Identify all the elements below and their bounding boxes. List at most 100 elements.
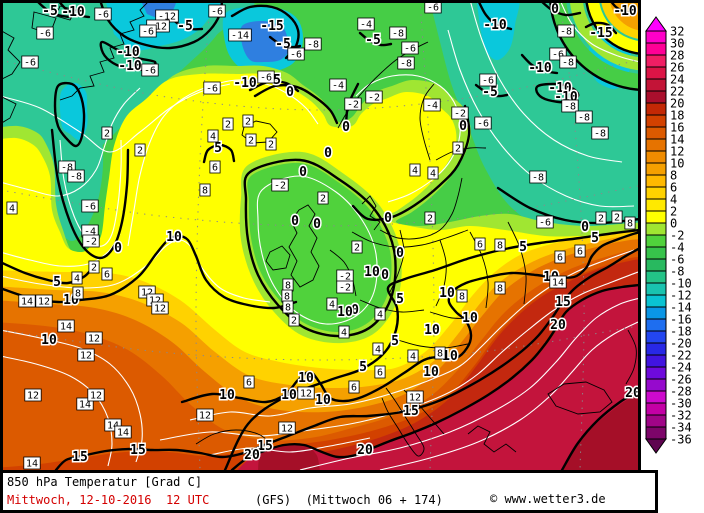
contour-label: 15 (257, 439, 273, 454)
colorbar: 32302826242220181614121086420-2-4-6-8-10… (645, 16, 692, 454)
station-value: -2 (82, 234, 100, 248)
svg-text:12: 12 (38, 297, 50, 308)
colorbar-label: 4 (670, 193, 677, 207)
colorbar-cell (645, 126, 667, 140)
colorbar-cell (645, 294, 667, 308)
svg-text:4: 4 (410, 352, 416, 363)
svg-text:12: 12 (90, 391, 102, 402)
svg-text:8: 8 (627, 219, 633, 230)
svg-text:2: 2 (354, 243, 360, 254)
svg-text:-8: -8 (578, 113, 590, 124)
svg-text:-2: -2 (339, 283, 351, 294)
coastlines (3, 3, 637, 457)
colorbar-label: 2 (670, 205, 677, 219)
station-value: 12 (85, 331, 103, 345)
svg-text:14: 14 (117, 428, 129, 439)
svg-text:-8: -8 (61, 163, 73, 174)
svg-text:-8: -8 (400, 59, 412, 70)
valid-time: Mittwoch, 12-10-2016 12 UTC (7, 493, 210, 507)
station-value: 8 (72, 286, 84, 300)
station-value: -6 (536, 215, 554, 229)
station-value: -6 (81, 199, 99, 213)
station-value: -6 (139, 24, 157, 38)
product-title: 850 hPa Temperatur [Grad C] (7, 475, 203, 489)
colorbar-cell (645, 174, 667, 188)
station-value: -8 (591, 126, 609, 140)
contour-label: 10 (364, 265, 380, 280)
svg-text:8: 8 (285, 303, 291, 314)
svg-text:6: 6 (104, 270, 110, 281)
station-value: 12 (406, 390, 424, 404)
station-value: 6 (474, 237, 486, 251)
colorbar-label: -6 (670, 253, 684, 267)
colorbar-arrow-bottom (645, 438, 667, 454)
svg-text:4: 4 (9, 204, 15, 215)
station-value: -6 (257, 70, 275, 84)
svg-text:6: 6 (577, 247, 583, 258)
contour-label: 20 (625, 386, 641, 401)
station-value: -6 (287, 47, 305, 61)
station-value: 12 (297, 386, 315, 400)
svg-text:6: 6 (377, 368, 383, 379)
station-value: 6 (374, 365, 386, 379)
station-value: 6 (101, 267, 113, 281)
station-value: 2 (222, 117, 234, 131)
station-value: 14 (23, 456, 41, 470)
station-value: -2 (271, 178, 289, 192)
svg-text:2: 2 (598, 214, 604, 225)
contour-label: -5 (482, 85, 498, 100)
station-value: 8 (282, 300, 294, 314)
svg-text:-8: -8 (594, 129, 606, 140)
colorbar-label: -14 (670, 301, 692, 315)
svg-text:8: 8 (497, 284, 503, 295)
svg-text:6: 6 (557, 253, 563, 264)
svg-text:-6: -6 (260, 73, 272, 84)
svg-text:-6: -6 (84, 202, 96, 213)
station-value: 4 (6, 201, 18, 215)
station-value: -2 (365, 90, 383, 104)
svg-text:-6: -6 (482, 76, 494, 87)
svg-text:12: 12 (141, 288, 153, 299)
colorbar-arrow-top (645, 16, 667, 32)
contour-label: -10 (118, 59, 142, 74)
svg-text:4: 4 (329, 300, 335, 311)
station-value: 2 (611, 210, 623, 224)
contour-label: 5 (519, 240, 527, 255)
contour-label: -10 (613, 4, 637, 19)
station-value: 4 (372, 342, 384, 356)
station-value: 2 (101, 126, 113, 140)
station-value: 8 (434, 346, 446, 360)
svg-text:6: 6 (246, 378, 252, 389)
colorbar-cell (645, 210, 667, 224)
svg-text:-12: -12 (149, 22, 167, 33)
station-value: 2 (595, 211, 607, 225)
contour-label: 0 (324, 146, 332, 161)
contour-label: 0 (299, 165, 307, 180)
svg-text:-8: -8 (562, 58, 574, 69)
colorbar-label: 0 (670, 217, 677, 231)
colorbar-cell (645, 414, 667, 428)
svg-text:6: 6 (351, 383, 357, 394)
colorbar-cell (645, 162, 667, 176)
station-value: -6 (141, 63, 159, 77)
svg-text:-2: -2 (339, 272, 351, 283)
colorbar-label: -28 (670, 385, 692, 399)
contour-label: 0 (114, 241, 122, 256)
station-value: -4 (423, 98, 441, 112)
colorbar-label: -2 (670, 229, 684, 243)
station-value: 2 (245, 133, 257, 147)
station-value: 14 (57, 319, 75, 333)
contour-label: 0 (351, 303, 359, 318)
colorbar-label: 8 (670, 169, 677, 183)
svg-text:12: 12 (154, 304, 166, 315)
contour-label: -10 (483, 18, 507, 33)
station-value: 4 (71, 271, 83, 285)
svg-text:-8: -8 (307, 40, 319, 51)
contour-label: 5 (391, 334, 399, 349)
svg-text:12: 12 (199, 411, 211, 422)
svg-text:2: 2 (104, 129, 110, 140)
station-value: -6 (479, 73, 497, 87)
station-value: 2 (288, 313, 300, 327)
station-value: 14 (18, 294, 36, 308)
station-value: 4 (338, 325, 350, 339)
